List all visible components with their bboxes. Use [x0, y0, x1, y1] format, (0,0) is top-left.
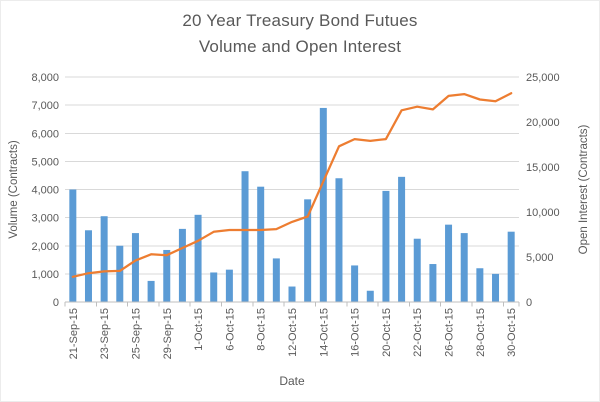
volume-bar — [210, 272, 218, 302]
y-left-tick-label: 6,000 — [31, 128, 59, 140]
y-left-tick-label: 5,000 — [31, 156, 59, 168]
volume-bar — [460, 233, 468, 302]
volume-bar — [272, 258, 280, 302]
volume-bar — [225, 269, 233, 302]
axis-lines — [64, 301, 520, 307]
volume-bar — [507, 231, 515, 302]
volume-bar — [131, 233, 139, 302]
x-tick-label: 21-Sep-15 — [68, 308, 80, 359]
volume-bar — [116, 245, 124, 302]
x-tick-label: 26-Oct-15 — [444, 308, 456, 357]
y-right-tick-label: 0 — [526, 297, 532, 309]
volume-bar-series — [69, 107, 515, 303]
x-tick-label: 23-Sep-15 — [99, 308, 111, 359]
volume-bar — [194, 214, 202, 302]
volume-bar — [492, 273, 500, 303]
volume-bar — [445, 224, 453, 302]
volume-bar — [366, 290, 374, 302]
y-left-axis-title: Volume (Contracts) — [8, 140, 20, 239]
y-right-tick-label: 15,000 — [526, 162, 560, 174]
x-tick-label: 30-Oct-15 — [506, 308, 518, 357]
x-tick-label: 16-Oct-15 — [350, 308, 362, 357]
y-left-tick-label: 2,000 — [31, 241, 59, 253]
x-tick-label: 1-Oct-15 — [193, 308, 205, 351]
y-left-tick-label: 4,000 — [31, 185, 59, 197]
x-tick-label: 14-Oct-15 — [318, 308, 330, 357]
y-right-tick-label: 5,000 — [526, 252, 554, 264]
y-left-tick-label: 7,000 — [31, 100, 59, 112]
y-right-tick-labels: 0 5,000 10,000 15,000 20,000 25,000 — [526, 72, 560, 309]
x-tick-label: 29-Sep-15 — [162, 308, 174, 359]
y-right-tick-label: 10,000 — [526, 207, 560, 219]
x-tick-label: 25-Sep-15 — [130, 308, 142, 359]
volume-bar — [241, 171, 249, 302]
x-tick-label: 8-Oct-15 — [256, 308, 268, 351]
y-left-tick-label: 0 — [53, 297, 59, 309]
x-tick-label: 6-Oct-15 — [224, 308, 236, 351]
volume-bar — [398, 176, 406, 302]
volume-bar — [476, 268, 484, 302]
y-right-tick-label: 25,000 — [526, 72, 560, 84]
volume-bar — [382, 190, 390, 302]
y-left-tick-labels: 0 1,000 2,000 3,000 4,000 5,000 6,000 7,000 8,00… — [31, 72, 59, 309]
open-interest-line-series — [71, 92, 513, 278]
chart-title-line2: Volume and Open Interest — [198, 37, 402, 56]
x-tick-label: 12-Oct-15 — [287, 308, 299, 357]
volume-bar — [147, 280, 155, 302]
volume-bar — [351, 265, 359, 302]
volume-bar — [178, 228, 186, 303]
volume-bar — [319, 107, 327, 302]
y-left-tick-label: 3,000 — [31, 213, 59, 225]
y-right-axis-title: Open Interest (Contracts) — [578, 124, 590, 254]
chart-title-line1: 20 Year Treasury Bond Futues — [182, 11, 418, 30]
x-tick-labels: 21-Sep-15 23-Sep-15 25-Sep-15 29-Sep-15 1-Oc… — [68, 308, 518, 359]
gridlines — [65, 76, 519, 275]
x-tick-label: 22-Oct-15 — [412, 308, 424, 357]
volume-bar — [84, 230, 92, 302]
volume-bar — [257, 186, 265, 302]
x-axis-title: Date — [279, 374, 305, 388]
volume-bar — [288, 286, 296, 302]
volume-bar — [304, 199, 312, 302]
open-interest-line — [71, 92, 513, 278]
x-tick-label: 20-Oct-15 — [381, 308, 393, 357]
volume-bar — [163, 249, 171, 302]
x-tick-label: 28-Oct-15 — [475, 308, 487, 357]
volume-bar — [100, 216, 108, 302]
volume-bar — [413, 238, 421, 302]
volume-bar — [429, 264, 437, 302]
y-left-tick-label: 1,000 — [31, 269, 59, 281]
y-left-tick-label: 8,000 — [31, 72, 59, 84]
chart-title: 20 Year Treasury Bond Futues Volume and … — [1, 8, 599, 60]
volume-bar — [69, 189, 77, 302]
y-right-tick-label: 20,000 — [526, 117, 560, 129]
volume-bar — [335, 178, 343, 302]
